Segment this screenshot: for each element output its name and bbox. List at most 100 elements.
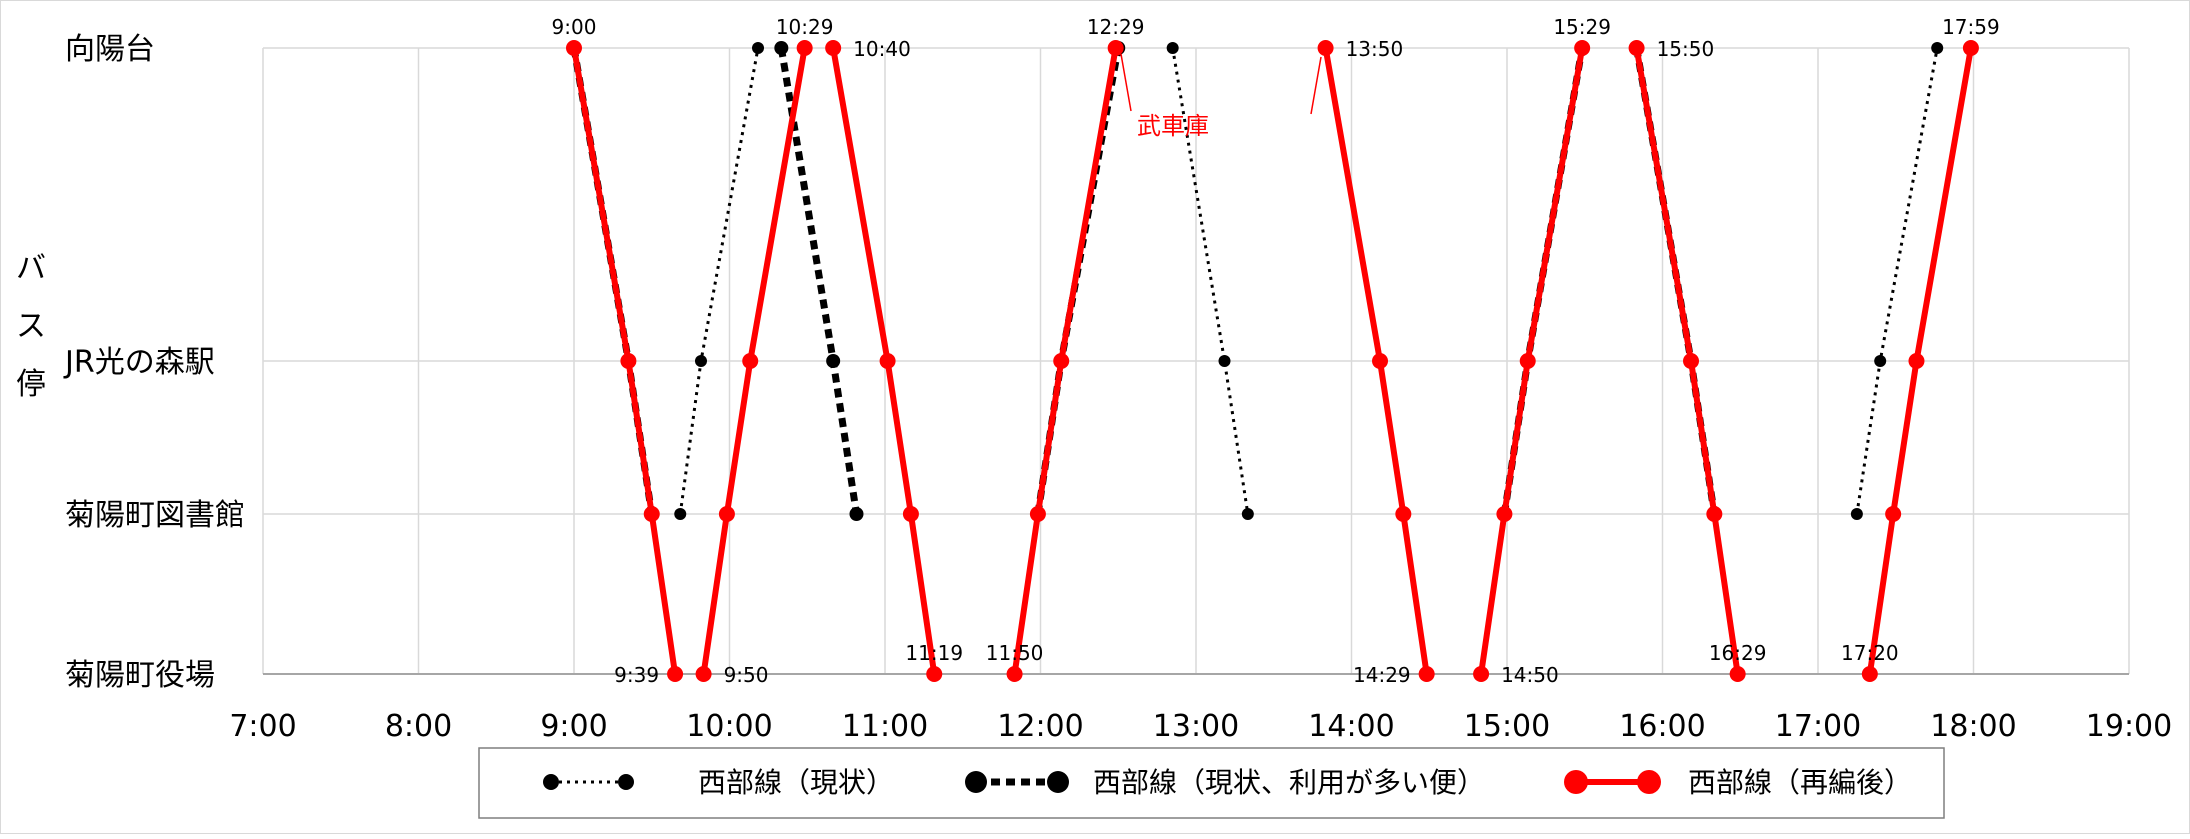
trip-point	[825, 40, 842, 56]
trip-point	[1317, 40, 1334, 56]
trip-point	[1850, 508, 1863, 520]
legend-marker	[618, 774, 634, 790]
y-axis-title-char: 停	[16, 367, 46, 402]
y-axis-title-char: バ	[16, 251, 46, 286]
trip-point	[1683, 353, 1700, 369]
x-tick-label: 7:00	[229, 709, 296, 744]
trip-point	[620, 353, 637, 369]
trip-point	[1962, 40, 1979, 56]
y-category-label: 向陽台	[65, 32, 155, 67]
data-label: 15:29	[1553, 15, 1611, 39]
trip-point	[1107, 40, 1124, 56]
data-label: 14:29	[1353, 663, 1411, 687]
trip-line	[1171, 47, 1250, 515]
data-label: 12:29	[1087, 15, 1145, 39]
trip-point	[1706, 506, 1723, 522]
trip-point	[774, 41, 789, 55]
callout-line	[1310, 56, 1322, 115]
trip-line	[678, 47, 760, 515]
trip-point	[694, 355, 707, 367]
trip-line	[700, 47, 808, 675]
data-label: 17:59	[1942, 15, 2000, 39]
x-tick-label: 18:00	[1930, 709, 2016, 744]
trip-point	[1908, 353, 1925, 369]
x-tick-label: 12:00	[997, 709, 1083, 744]
data-label: 11:19	[905, 641, 963, 665]
trip-point	[674, 508, 687, 520]
annotation-layer: 武車庫	[1120, 53, 1322, 140]
trip-point	[1241, 508, 1254, 520]
legend-box	[478, 747, 1945, 819]
legend-marker	[543, 774, 559, 790]
data-label: 17:20	[1841, 641, 1899, 665]
trip-point	[1006, 666, 1023, 682]
data-label: 10:40	[853, 37, 911, 61]
trip-point	[1418, 666, 1435, 682]
series-layer	[566, 40, 1979, 682]
series-dotted	[674, 42, 1944, 520]
trip-line	[1011, 47, 1119, 675]
x-tick-label: 13:00	[1153, 709, 1239, 744]
annotation-text: 武車庫	[1137, 112, 1209, 140]
data-label: 14:50	[1501, 663, 1559, 687]
trip-point	[1029, 506, 1046, 522]
trip-point	[752, 42, 765, 54]
trip-point	[1395, 506, 1412, 522]
legend-label: 西部線（再編後）	[1688, 766, 1912, 799]
x-tick-label: 8:00	[385, 709, 452, 744]
trip-point	[1574, 40, 1591, 56]
trip-point	[1885, 506, 1902, 522]
trip-point	[643, 506, 660, 522]
legend-label: 西部線（現状、利用が多い便）	[1093, 766, 1485, 799]
y-category-label: 菊陽町図書館	[65, 498, 245, 533]
legend: 西部線（現状） 西部線（現状、利用が多い便） 西部線（再編後）	[478, 747, 1945, 819]
trip-point	[1519, 353, 1536, 369]
data-label: 15:50	[1657, 37, 1715, 61]
legend-label: 西部線（現状）	[698, 766, 894, 799]
axes: 7:00 8:00 9:00 10:00 11:00 12:00 13:00 14:00 15:…	[16, 32, 2172, 744]
trip-point	[1166, 42, 1179, 54]
x-tick-label: 10:00	[686, 709, 772, 744]
callout-line	[1120, 53, 1132, 112]
x-tick-label: 14:00	[1308, 709, 1394, 744]
data-label: 9:50	[724, 663, 769, 687]
trip-point	[1496, 506, 1513, 522]
series-solid	[566, 40, 1979, 682]
grid	[262, 47, 2130, 674]
trip-point	[1874, 355, 1887, 367]
trip-point	[926, 666, 943, 682]
y-axis-title-char: ス	[16, 309, 46, 344]
trip-line	[571, 47, 679, 675]
data-label: 13:50	[1346, 37, 1404, 61]
x-tick-label: 19:00	[2086, 709, 2172, 744]
trip-point	[1372, 353, 1389, 369]
legend-marker	[965, 771, 987, 793]
trip-point	[566, 40, 582, 56]
y-category-label: JR光の森駅	[63, 345, 215, 380]
trip-line	[1633, 47, 1741, 675]
data-label: 10:29	[776, 15, 834, 39]
trip-point	[718, 506, 735, 522]
trip-point	[1218, 355, 1231, 367]
trip-point	[1473, 666, 1490, 682]
data-label: 9:39	[614, 663, 659, 687]
trip-point	[1931, 42, 1944, 54]
data-label: 11:50	[986, 641, 1044, 665]
trip-line	[1322, 47, 1430, 675]
x-tick-label: 11:00	[842, 709, 928, 744]
legend-marker	[1637, 770, 1661, 794]
trip-point	[849, 507, 864, 521]
trip-point	[1628, 40, 1645, 56]
x-tick-label: 17:00	[1775, 709, 1861, 744]
trip-line	[830, 47, 938, 675]
trip-point	[695, 666, 712, 682]
trip-point	[1729, 666, 1746, 682]
trip-point	[879, 353, 896, 369]
legend-marker	[1564, 770, 1588, 794]
x-tick-label: 16:00	[1619, 709, 1705, 744]
y-category-label: 菊陽町役場	[65, 658, 215, 693]
trip-line	[1478, 47, 1586, 675]
data-label: 9:00	[552, 15, 597, 39]
